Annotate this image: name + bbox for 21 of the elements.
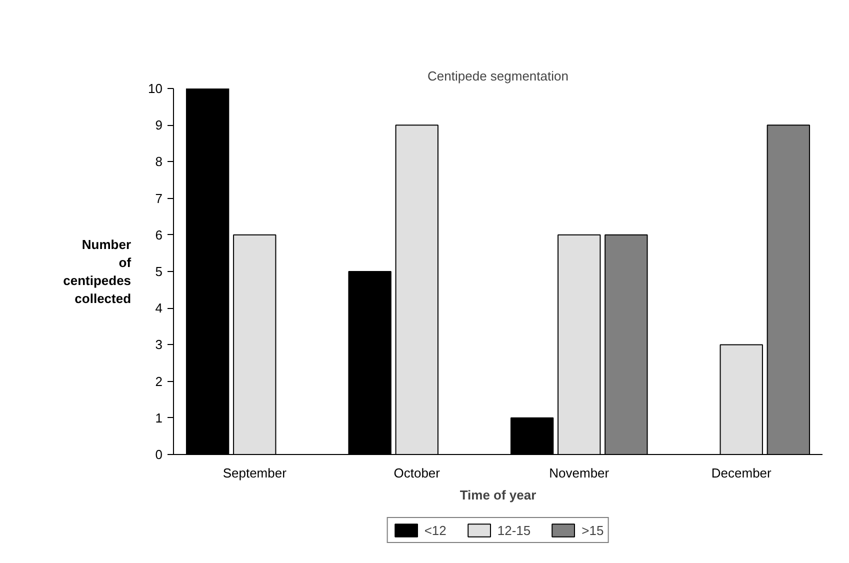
y-tick-label: 2 <box>155 374 163 389</box>
x-tick-label: November <box>549 466 610 480</box>
y-axis-title: Number of centipedes collected <box>63 237 132 306</box>
x-tick-label: December <box>711 466 772 480</box>
y-tick-label: 10 <box>148 81 163 96</box>
x-tick-label: October <box>394 466 441 480</box>
y-tick-label: 9 <box>155 118 163 133</box>
chart-title: Centipede segmentation <box>428 68 568 84</box>
legend-label: <12 <box>424 522 446 538</box>
y-tick-label: 0 <box>155 447 163 462</box>
y-tick-label: 3 <box>155 337 163 352</box>
legend-label: >15 <box>582 522 604 538</box>
y-tick-label: 4 <box>155 300 163 316</box>
y-tick-label: 1 <box>155 410 163 426</box>
y-tick-label: 6 <box>155 227 163 242</box>
x-tick-label: September <box>222 466 288 480</box>
y-tick-label: 5 <box>155 264 163 279</box>
x-axis-title: Time of year <box>460 488 536 502</box>
y-tick-label: 7 <box>155 190 163 206</box>
y-tick-label: 8 <box>155 154 163 170</box>
legend-label: 12-15 <box>497 522 531 538</box>
